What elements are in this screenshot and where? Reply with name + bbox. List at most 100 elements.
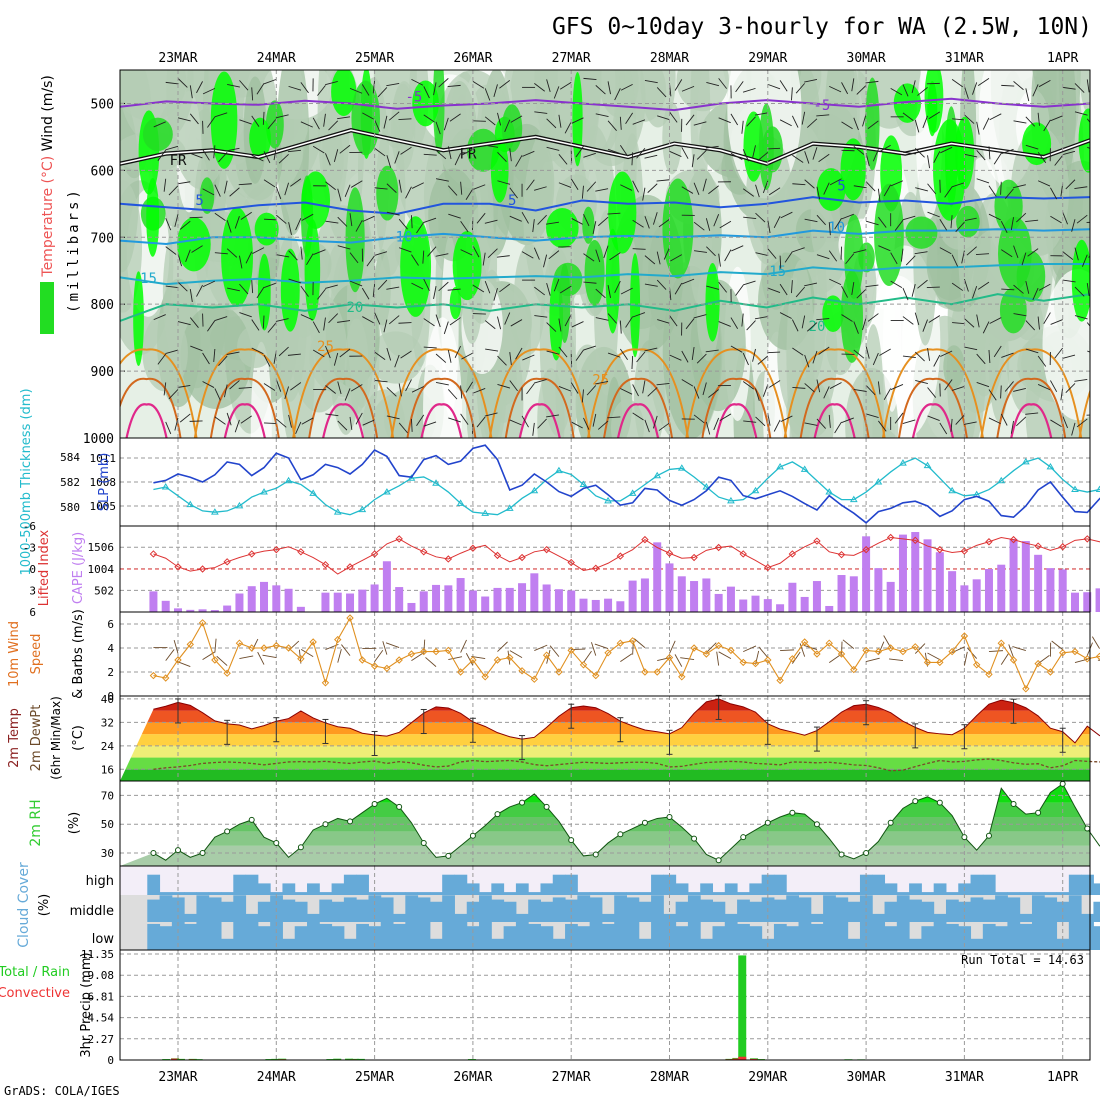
cape-bar [285, 589, 293, 612]
cloud-cell [528, 900, 541, 922]
cloud-cell [713, 926, 726, 950]
cloud-cell [1044, 892, 1057, 895]
precip-unit-label: 3hr Precip (mm) [79, 952, 94, 1057]
cloud-cell [860, 875, 873, 895]
cape-bar [579, 599, 587, 612]
cloud-cell [516, 914, 529, 922]
cloud-cell [774, 924, 787, 950]
cloud-cell [209, 897, 222, 922]
cloud-cell [885, 883, 898, 895]
cloud-cell [356, 924, 369, 950]
cloud-cell [995, 892, 1008, 895]
precip-total-bar [738, 955, 746, 1060]
meteogram: GFS 0~10day 3-hourly for WA (2.5W, 10N) … [0, 0, 1100, 1100]
slp-ylabel: SLP (mb) [97, 453, 112, 512]
cloud-cell [405, 892, 418, 895]
cloud-cell [196, 922, 209, 950]
cloud-cell [737, 892, 750, 895]
cloud-cell [233, 875, 246, 895]
cloud-cell [246, 875, 259, 895]
cloud-cell [811, 924, 824, 950]
cape-tick-label: 1004 [88, 563, 115, 576]
rh-moist-shading [346, 187, 365, 292]
cloud-cell [774, 875, 787, 895]
rh-marker [274, 840, 279, 845]
cape-bar [444, 585, 452, 612]
cape-bar [960, 585, 968, 612]
rh-moist-shading [301, 171, 330, 229]
cloud-cell [196, 895, 209, 922]
cloud-cell [504, 902, 517, 922]
rh-marker [642, 820, 647, 825]
rh-marker [495, 812, 500, 817]
cloud-cell [479, 895, 492, 922]
bottom-date-label: 26MAR [453, 1070, 492, 1085]
bottom-date-label: 27MAR [552, 1070, 591, 1085]
rh-tick-label: 70 [101, 789, 114, 802]
cloud-cell [430, 892, 443, 895]
cloud-cell [1007, 897, 1020, 922]
rh-marker [937, 800, 942, 805]
cloud-cell [921, 926, 934, 950]
cape-bar [752, 596, 760, 612]
cape-bar [739, 600, 747, 612]
temp-band [120, 746, 1090, 758]
rh-moist-shading [255, 213, 279, 246]
li-tick-label: -6 [23, 520, 36, 533]
rh-moist-shading [662, 179, 693, 279]
cloud-cell [565, 875, 578, 895]
cape-bar [690, 581, 698, 612]
cloud-cell [688, 895, 701, 922]
li-tick-label: 6 [29, 606, 36, 619]
rh-moist-shading [844, 214, 863, 299]
profile-ylabel2: (millibars) [66, 187, 82, 313]
cloud-cell [762, 875, 775, 895]
top-date-label: 23MAR [158, 51, 197, 66]
rh-shading [786, 260, 814, 457]
cloud-cell [344, 897, 357, 922]
cloud-cell [799, 892, 812, 895]
cape-bar [162, 601, 170, 612]
run-total-label: Run Total = 14.63 [961, 953, 1084, 967]
rh-moist-shading [927, 81, 937, 136]
cape-bar [567, 591, 575, 613]
cloud-cell [258, 883, 271, 895]
cloud-cell [405, 922, 418, 950]
cloud-cell [934, 883, 947, 895]
rh-marker [667, 815, 672, 820]
rh-marker [1060, 781, 1065, 786]
cloud-cell [1007, 892, 1020, 895]
rh-marker [372, 802, 377, 807]
cloud-cell [246, 914, 259, 922]
cloud-row-label: high [86, 874, 114, 889]
wind-tick-label: 6 [107, 618, 114, 631]
cloud-cell [491, 939, 504, 950]
cloud-cell [221, 902, 234, 922]
rh-marker [298, 845, 303, 850]
cloud-cell [811, 892, 824, 895]
cloud-cell [160, 926, 173, 950]
rh-marker [593, 852, 598, 857]
rh-marker [151, 851, 156, 856]
cloud-cell [160, 892, 173, 895]
cloud-cell [639, 939, 652, 950]
rh-marker [765, 820, 770, 825]
cape-bar [149, 591, 157, 612]
cape-tick-label: 1506 [88, 541, 115, 554]
cloud-cell [258, 926, 271, 950]
cloud-cell [430, 939, 443, 950]
temp-tick-label: 32 [101, 716, 114, 729]
rh-marker [1011, 802, 1016, 807]
cloud-cell [1020, 892, 1033, 895]
rh-moist-shading [1022, 122, 1051, 165]
cape-bar [838, 575, 846, 612]
cloud-cell [553, 875, 566, 895]
rh-moist-shading [994, 180, 1022, 234]
rh-moist-shading [585, 240, 605, 306]
cloud-cell [147, 924, 160, 950]
rh-marker [888, 820, 893, 825]
cape-bar [850, 576, 858, 612]
isotherm-label: 15 [769, 264, 786, 280]
cloud-cell [700, 900, 713, 922]
cloud-cell [872, 922, 885, 950]
